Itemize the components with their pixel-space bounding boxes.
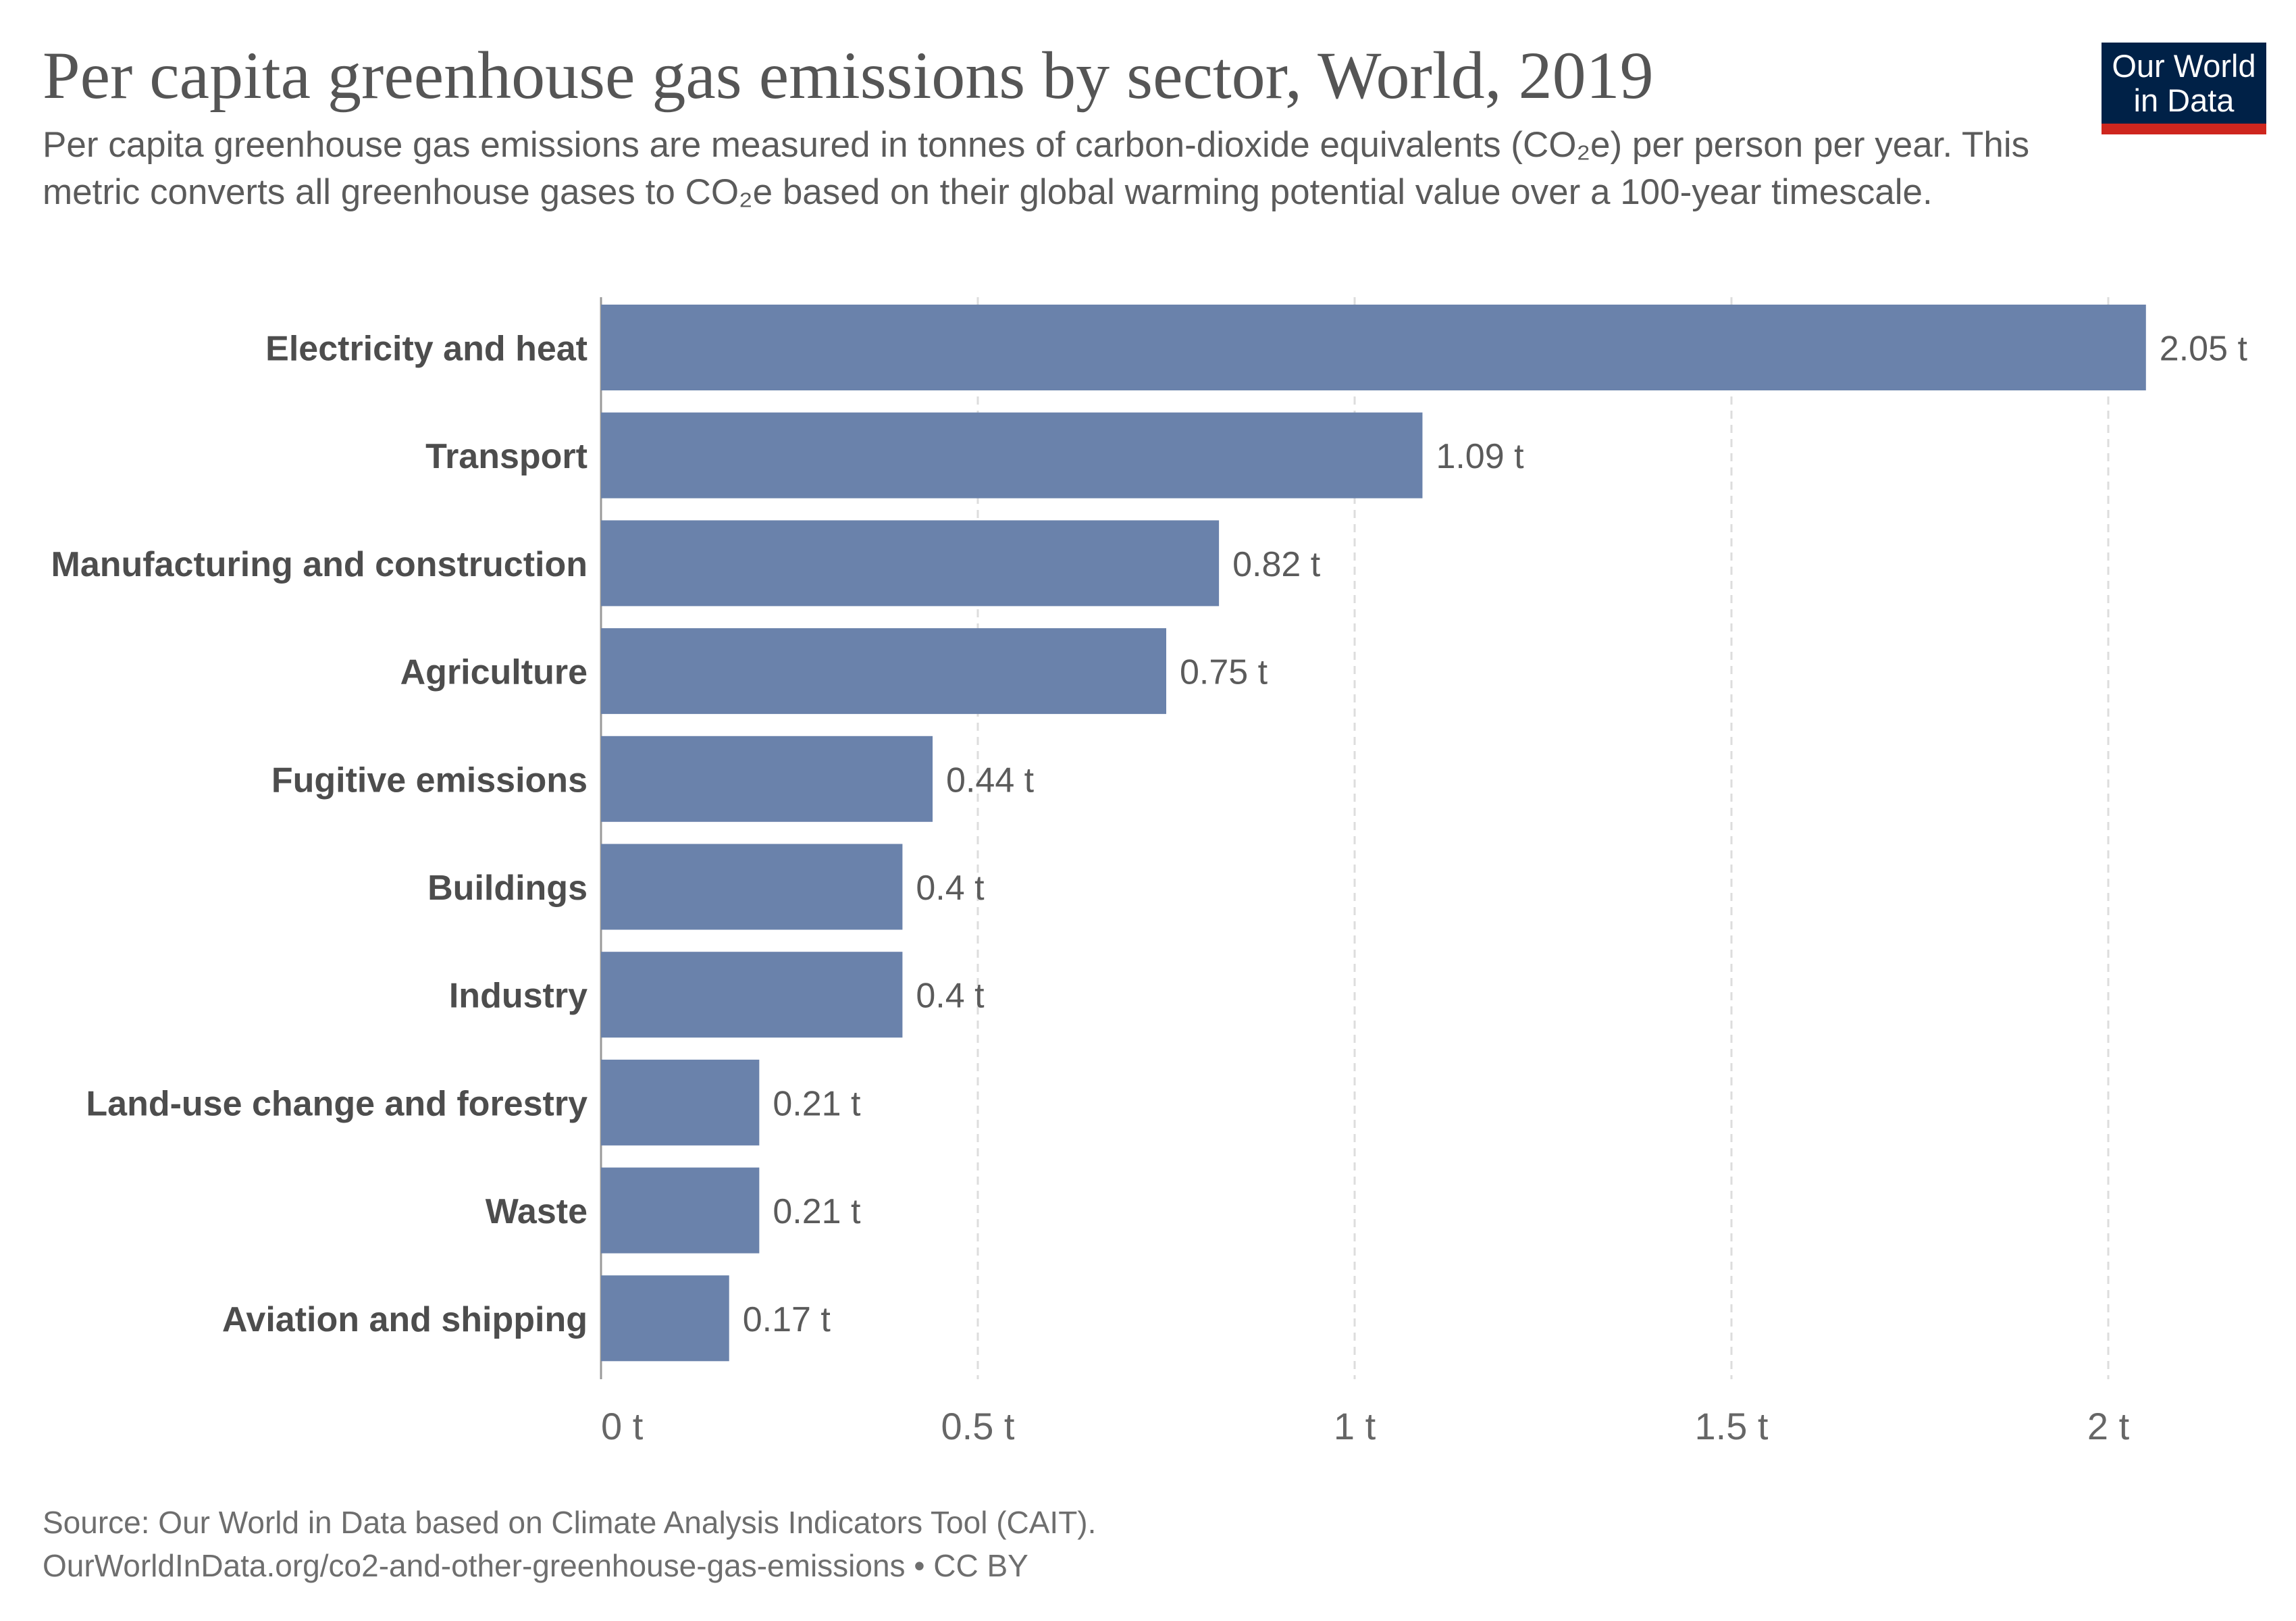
value-label: 0.82 t	[1232, 545, 1321, 584]
bar[interactable]	[601, 520, 1220, 607]
bar-chart: Electricity and heat Transport Manufacturi…	[51, 297, 2248, 1447]
value-label: 0.44 t	[946, 761, 1035, 800]
category-label: Waste	[486, 1192, 588, 1231]
bar[interactable]	[601, 1167, 760, 1254]
category-labels: Electricity and heat Transport Manufacturi…	[51, 330, 588, 1339]
bars	[601, 305, 2146, 1362]
value-labels: 2.05 t 1.09 t 0.82 t 0.75 t 0.44 t 0.4 t 0.4 t…	[743, 330, 2248, 1339]
value-label: 0.4 t	[916, 869, 985, 908]
logo-line-1: Our World	[2112, 48, 2256, 84]
x-tick-label: 1 t	[1334, 1405, 1376, 1447]
x-tick-label: 1.5 t	[1695, 1405, 1769, 1447]
value-label: 0.17 t	[743, 1300, 831, 1339]
logo-line-2: in Data	[2133, 82, 2235, 118]
bar[interactable]	[601, 952, 903, 1038]
category-label: Transport	[425, 437, 588, 476]
x-tick-label: 0 t	[601, 1405, 644, 1447]
category-label: Aviation and shipping	[222, 1300, 588, 1339]
chart-subtitle: Per capita greenhouse gas emissions are …	[43, 125, 2030, 212]
bar[interactable]	[601, 412, 1423, 498]
bar[interactable]	[601, 628, 1166, 715]
x-tick-labels: 0 t 0.5 t 1 t 1.5 t 2 t	[601, 1405, 2130, 1447]
value-label: 0.4 t	[916, 977, 985, 1016]
source-url[interactable]: OurWorldInData.org/co2-and-other-greenho…	[43, 1548, 1028, 1583]
bar[interactable]	[601, 844, 903, 930]
category-label: Electricity and heat	[265, 330, 588, 369]
category-label: Manufacturing and construction	[51, 545, 588, 584]
bar[interactable]	[601, 736, 933, 822]
value-label: 2.05 t	[2160, 330, 2248, 369]
x-tick-label: 0.5 t	[941, 1405, 1015, 1447]
category-label: Buildings	[427, 869, 588, 908]
chart-title: Per capita greenhouse gas emissions by s…	[43, 38, 1654, 113]
bar[interactable]	[601, 305, 2146, 390]
category-label: Land-use change and forestry	[86, 1084, 588, 1123]
value-label: 0.21 t	[773, 1084, 861, 1123]
x-tick-label: 2 t	[2087, 1405, 2130, 1447]
value-label: 0.21 t	[773, 1192, 861, 1231]
bar[interactable]	[601, 1059, 760, 1146]
footer: Source: Our World in Data based on Clima…	[43, 1501, 1096, 1587]
category-label: Industry	[449, 977, 588, 1016]
value-label: 0.75 t	[1180, 653, 1268, 692]
category-label: Agriculture	[400, 653, 588, 692]
bar[interactable]	[601, 1275, 729, 1362]
owid-logo[interactable]: Our World in Data	[2102, 43, 2266, 134]
value-label: 1.09 t	[1436, 437, 1524, 476]
category-label: Fugitive emissions	[271, 761, 588, 800]
source-note: Source: Our World in Data based on Clima…	[43, 1505, 1097, 1540]
